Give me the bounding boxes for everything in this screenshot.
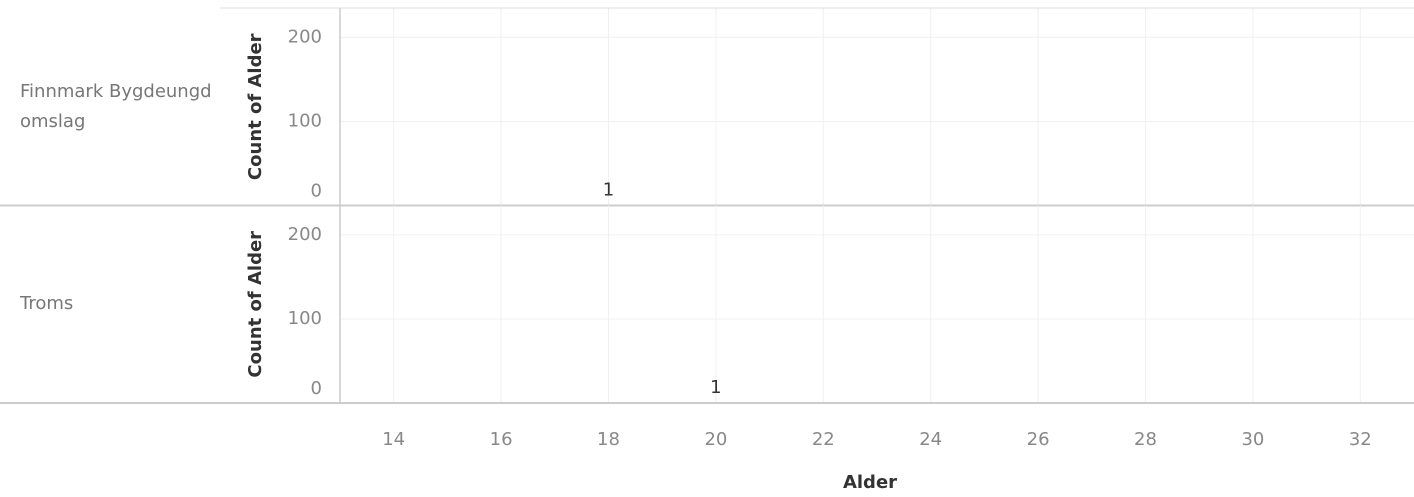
x-tick-label: 24 [919, 429, 942, 450]
data-label: 1 [603, 180, 614, 201]
y-axis-title: Count of Alder [245, 231, 266, 378]
x-tick-label: 18 [597, 429, 620, 450]
y-tick-label: 200 [288, 224, 322, 245]
y-tick-label: 0 [311, 378, 322, 399]
row-label: Troms [20, 293, 74, 315]
row-label: Finnmark Bygdeungdomslag [20, 80, 212, 132]
y-tick-label: 200 [288, 26, 322, 47]
x-tick-label: 30 [1241, 429, 1264, 450]
y-axis-title: Count of Alder [245, 33, 266, 180]
x-tick-label: 26 [1027, 429, 1050, 450]
x-axis-title: Alder [843, 472, 897, 493]
data-label: 1 [710, 377, 721, 398]
y-tick-label: 100 [288, 308, 322, 329]
x-tick-label: 22 [812, 429, 835, 450]
x-tick-label: 32 [1349, 429, 1372, 450]
y-tick-label: 0 [311, 181, 322, 202]
x-tick-label: 14 [382, 429, 405, 450]
x-tick-label: 20 [704, 429, 727, 450]
x-tick-label: 28 [1134, 429, 1157, 450]
x-tick-label: 16 [490, 429, 513, 450]
y-tick-label: 100 [288, 110, 322, 131]
